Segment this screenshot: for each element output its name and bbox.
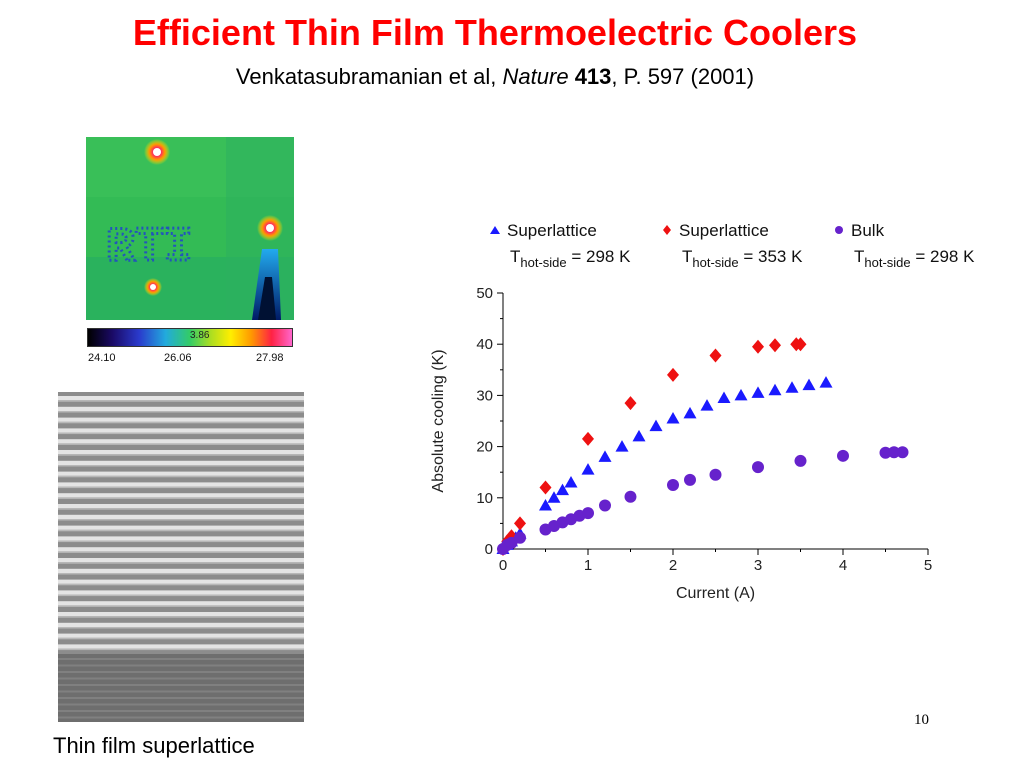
y-tick-label: 10 <box>476 490 493 507</box>
legend-series-name: Superlattice <box>679 221 769 240</box>
x-tick-label: 1 <box>584 557 592 574</box>
citation-authors: Venkatasubramanian et al, <box>235 64 503 89</box>
series-0-point <box>547 491 561 503</box>
x-axis-label: Current (A) <box>676 585 755 602</box>
series-0-point <box>819 376 833 388</box>
series-0-point <box>751 386 765 398</box>
series-2-point <box>624 490 637 503</box>
series-0-point <box>598 450 612 462</box>
series-2-point <box>514 531 526 544</box>
legend-condition: Thot-side = 298 K <box>854 247 975 270</box>
series-2-point <box>888 446 900 459</box>
x-tick-label: 0 <box>499 557 507 574</box>
series-1-point <box>769 338 781 353</box>
series-2-point <box>709 468 722 481</box>
series-0-point <box>717 391 731 403</box>
chart-points <box>496 337 909 556</box>
y-axis-label: Absolute cooling (K) <box>430 349 447 492</box>
x-tick-label: 4 <box>839 557 847 574</box>
series-0-point <box>666 411 680 424</box>
colorbar-mid-label: 26.06 <box>164 352 192 364</box>
series-2-point <box>794 454 807 467</box>
legend-series-name: Bulk <box>851 221 885 240</box>
series-0-point <box>700 399 714 411</box>
series-0-point <box>683 406 697 419</box>
series-1-point <box>514 516 526 531</box>
series-1-point <box>794 337 807 352</box>
series-2-point <box>752 461 764 474</box>
image-caption: Thin film superlattice <box>53 733 255 758</box>
y-tick-label: 30 <box>476 387 493 404</box>
legend-condition: Thot-side = 353 K <box>682 247 803 270</box>
series-2-point <box>684 473 696 486</box>
legend-condition: Thot-side = 298 K <box>510 247 631 270</box>
series-2-point <box>896 446 909 459</box>
series-2-point <box>667 479 679 491</box>
series-1-point <box>582 431 594 446</box>
series-0-point <box>539 498 552 511</box>
series-1-point <box>752 339 764 354</box>
series-0-point <box>556 483 569 496</box>
legend-entry-0: Superlattice Thot-side = 298 K <box>490 221 631 270</box>
series-1-point <box>667 367 679 382</box>
y-tick-label: 40 <box>476 336 493 353</box>
series-0-point <box>802 378 816 391</box>
series-0-point <box>785 381 799 393</box>
citation: Venkatasubramanian et al, Nature 413, P.… <box>0 64 990 90</box>
series-1-point <box>539 480 552 495</box>
page-number: 10 <box>914 712 929 728</box>
series-0-point <box>564 475 578 488</box>
superlattice-tem-image <box>58 392 304 722</box>
series-0-point <box>615 440 629 452</box>
thermal-image: RTI <box>86 137 294 320</box>
y-tick-label: 20 <box>476 439 493 456</box>
citation-journal: Nature <box>502 64 569 89</box>
x-tick-label: 3 <box>754 557 762 574</box>
series-2-point <box>879 446 892 459</box>
series-1-point <box>709 348 722 363</box>
slide-title: Efficient Thin Film Thermoelectric Coole… <box>132 12 858 53</box>
citation-pages: , P. 597 (2001) <box>611 64 755 89</box>
series-1-point <box>624 396 637 411</box>
series-0-point <box>649 419 663 432</box>
series-2-point <box>837 449 849 462</box>
legend-series-name: Superlattice <box>507 221 597 240</box>
series-0-point <box>581 463 595 475</box>
series-0-point <box>768 383 782 396</box>
x-tick-label: 5 <box>924 557 932 574</box>
legend-entry-2: Bulk Thot-side = 298 K <box>835 221 975 270</box>
x-tick-label: 2 <box>669 557 677 574</box>
cooling-chart: Superlattice Thot-side = 298 K Superlattic… <box>420 210 1000 610</box>
y-tick-label: 50 <box>476 285 493 302</box>
y-tick-label: 0 <box>485 541 493 558</box>
series-2-point <box>582 507 594 520</box>
colorbar-marker: 3.86 <box>190 330 210 341</box>
series-2-point <box>599 499 611 512</box>
legend-marker <box>835 226 843 234</box>
citation-volume: 413 <box>574 64 612 89</box>
legend-entry-1: Superlattice Thot-side = 353 K <box>663 221 803 270</box>
legend-marker <box>663 225 671 235</box>
series-0-point <box>632 429 646 442</box>
colorbar-min-label: 24.10 <box>88 352 116 364</box>
colorbar <box>87 328 293 347</box>
series-0-point <box>734 388 748 401</box>
thermal-rti-text: RTI <box>106 221 192 275</box>
legend-marker <box>490 226 500 234</box>
colorbar-max-label: 27.98 <box>256 352 284 364</box>
